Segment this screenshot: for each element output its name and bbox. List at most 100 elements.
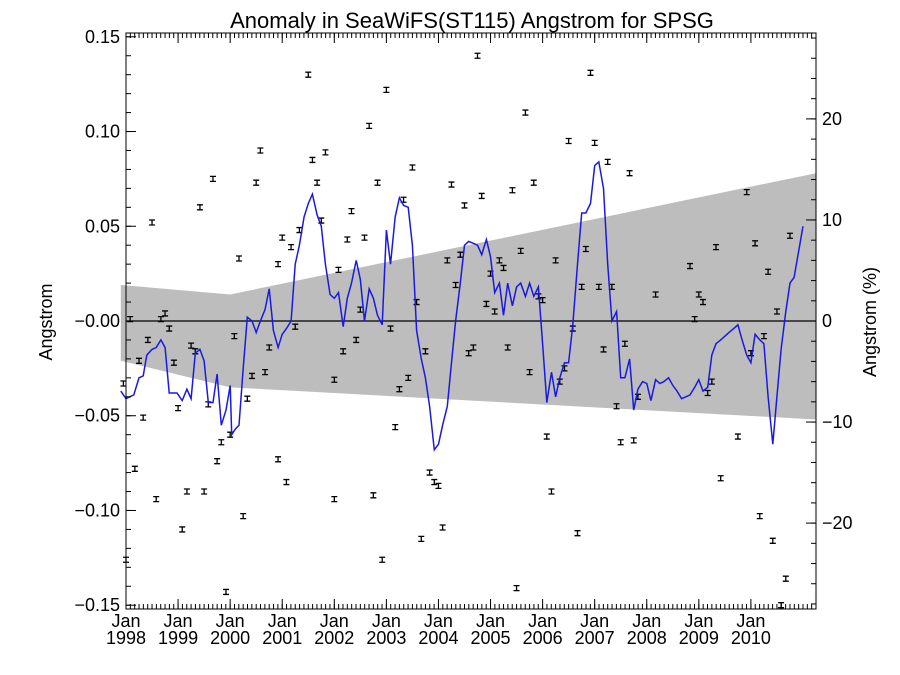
- data-point: [231, 333, 238, 340]
- data-point: [322, 149, 329, 156]
- x-tick-label-year: 2003: [366, 628, 406, 648]
- data-point: [201, 488, 208, 495]
- data-point: [435, 482, 442, 489]
- x-tick-label-month: Jan: [528, 611, 557, 631]
- x-tick-label-month: Jan: [736, 611, 765, 631]
- x-tick-label-year: 2006: [523, 628, 563, 648]
- data-point: [222, 588, 229, 596]
- data-point: [786, 232, 793, 239]
- data-point: [513, 585, 520, 592]
- data-point: [756, 513, 763, 520]
- data-point: [448, 181, 455, 188]
- data-point: [461, 202, 468, 209]
- data-point: [370, 492, 377, 499]
- data-point: [422, 348, 429, 355]
- data-point: [691, 315, 698, 323]
- data-point: [405, 374, 412, 381]
- data-point: [773, 308, 780, 315]
- data-point: [444, 257, 451, 264]
- data-point: [357, 306, 364, 313]
- data-point: [704, 389, 711, 397]
- x-tick-label-year: 2009: [679, 628, 719, 648]
- data-point: [574, 530, 581, 537]
- data-point: [431, 478, 438, 486]
- data-point: [582, 245, 589, 253]
- data-point: [340, 348, 347, 355]
- data-point: [383, 86, 390, 93]
- data-point: [509, 187, 516, 194]
- data-point: [214, 458, 221, 465]
- data-point: [713, 243, 720, 251]
- data-point: [309, 156, 316, 164]
- data-point: [769, 537, 776, 544]
- data-point: [266, 344, 273, 351]
- data-point: [565, 137, 572, 145]
- data-point: [708, 378, 715, 385]
- data-point: [196, 204, 203, 211]
- data-points: [120, 52, 793, 609]
- data-point: [474, 52, 481, 59]
- y-tick-label: 0.05: [85, 216, 120, 236]
- data-point: [162, 310, 169, 317]
- data-point: [504, 344, 511, 351]
- x-axis: Jan1998Jan1999Jan2000Jan2001Jan2002Jan20…: [106, 33, 817, 648]
- data-point: [760, 333, 767, 340]
- x-tick-label-month: Jan: [268, 611, 297, 631]
- y-tick-label: 0.15: [85, 27, 120, 47]
- data-point: [539, 297, 546, 304]
- y-right-tick-label: 20: [822, 109, 842, 129]
- y-axis-left: 0.15 0.10 0.05 −0.00 −0.05 −0.10 −0.15: [74, 27, 136, 615]
- data-point: [353, 336, 360, 344]
- data-point: [517, 247, 524, 255]
- y-tick-label: 0.10: [85, 122, 120, 142]
- smoothed-series-line: [120, 160, 804, 452]
- data-point: [166, 325, 173, 332]
- x-tick-label-month: Jan: [580, 611, 609, 631]
- data-point: [240, 513, 247, 520]
- confidence-band: [120, 173, 816, 420]
- chart-title: Anomaly in SeaWiFS(ST115) Angstrom for S…: [230, 8, 714, 33]
- x-tick-label-year: 2001: [262, 628, 302, 648]
- x-tick-label-year: 2005: [471, 628, 511, 648]
- data-point: [621, 340, 628, 347]
- x-tick-label-month: Jan: [164, 611, 193, 631]
- data-point: [526, 369, 533, 376]
- data-point: [275, 456, 282, 463]
- data-point: [426, 469, 433, 476]
- data-point: [249, 372, 256, 380]
- x-tick-label-month: Jan: [632, 611, 661, 631]
- x-tick-label-month: Jan: [320, 611, 349, 631]
- data-point: [331, 376, 338, 383]
- data-point: [752, 240, 759, 247]
- data-point: [175, 405, 182, 412]
- data-point: [418, 535, 425, 543]
- data-point: [318, 217, 325, 224]
- x-tick-label-month: Jan: [476, 611, 505, 631]
- data-point: [409, 164, 416, 171]
- data-point: [626, 170, 633, 177]
- data-point: [496, 257, 503, 264]
- data-point: [439, 524, 446, 531]
- data-point: [149, 219, 156, 226]
- data-point: [470, 344, 477, 351]
- plot-area: [120, 32, 817, 610]
- data-point: [244, 395, 251, 402]
- data-point: [140, 414, 147, 421]
- data-point: [483, 300, 490, 308]
- data-point: [595, 283, 602, 291]
- data-point: [305, 71, 312, 78]
- data-point: [262, 369, 269, 376]
- data-point: [348, 207, 355, 215]
- data-point: [465, 350, 472, 357]
- data-point: [604, 158, 611, 165]
- data-point: [613, 403, 620, 410]
- x-tick-label-year: 2008: [627, 628, 667, 648]
- data-point: [275, 261, 282, 268]
- data-point: [374, 179, 381, 186]
- x-tick-label-month: Jan: [111, 611, 140, 631]
- data-point: [144, 336, 151, 344]
- data-point: [392, 423, 399, 431]
- y-axis-right: 20 10 0 −10 −20: [806, 37, 853, 605]
- x-tick-label-year: 2007: [575, 628, 615, 648]
